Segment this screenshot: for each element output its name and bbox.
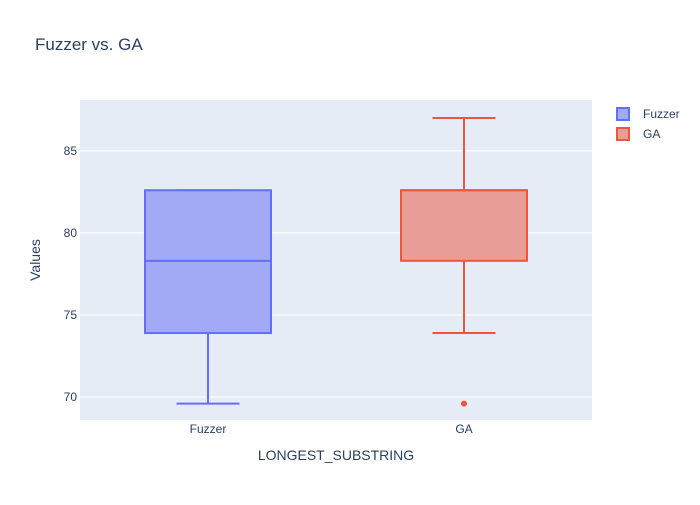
y-tick-label: 75 — [64, 308, 78, 322]
box-ga — [400, 117, 528, 407]
legend-item-fuzzer[interactable]: Fuzzer — [616, 107, 680, 121]
x-tick-label: Fuzzer — [190, 422, 227, 436]
legend-item-ga[interactable]: GA — [616, 127, 660, 141]
box-body — [400, 189, 528, 262]
y-axis-ticks: 70 75 80 85 — [64, 144, 78, 404]
y-axis-title: Values — [27, 239, 43, 281]
legend-label: GA — [643, 127, 660, 141]
box-fuzzer — [144, 189, 272, 405]
boxes — [144, 117, 528, 407]
y-tick-label: 70 — [64, 390, 78, 404]
y-tick-label: 80 — [64, 226, 78, 240]
x-axis-title: LONGEST_SUBSTRING — [258, 447, 414, 463]
x-axis-ticks: Fuzzer GA — [190, 422, 473, 436]
outlier-point — [461, 400, 467, 407]
x-tick-label: GA — [455, 422, 472, 436]
legend-swatch — [616, 107, 630, 121]
legend-swatch — [616, 127, 630, 141]
legend-label: Fuzzer — [643, 107, 680, 121]
chart-title: Fuzzer vs. GA — [35, 35, 143, 54]
y-tick-label: 85 — [64, 144, 78, 158]
legend[interactable]: Fuzzer GA — [616, 107, 680, 141]
